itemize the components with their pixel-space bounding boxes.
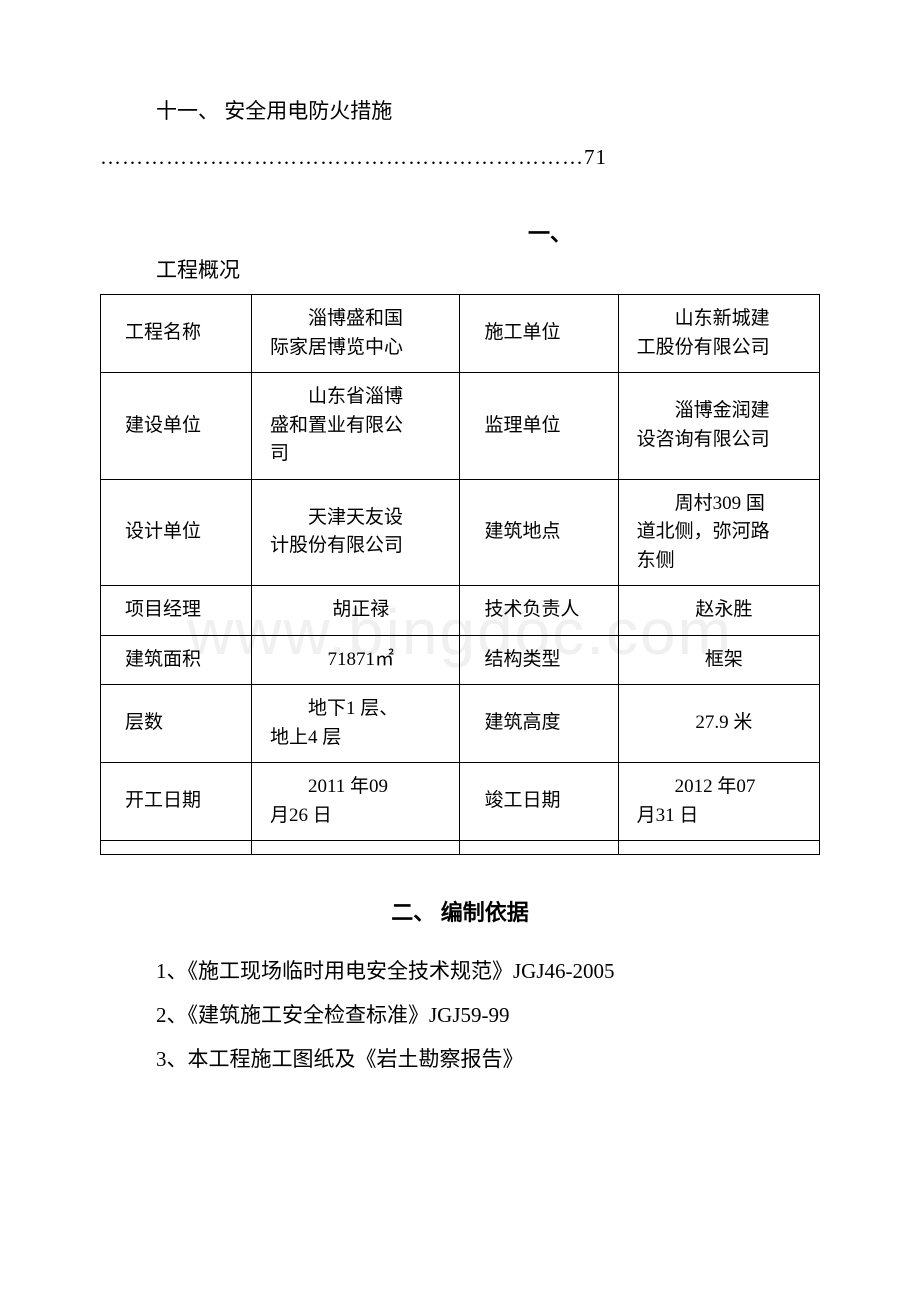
cell-value: 淄博金润建 设咨询有限公司 <box>618 373 819 480</box>
cell-label: 建设单位 <box>101 373 252 480</box>
cell-value: 框架 <box>618 635 819 685</box>
line: 淄博盛和国 <box>270 308 403 329</box>
cell-label: 监理单位 <box>460 373 618 480</box>
line: 际家居博览中心 <box>270 337 403 358</box>
cell-value: 胡正禄 <box>251 586 460 636</box>
cell-label: 设计单位 <box>101 479 252 586</box>
cell-label: 建筑地点 <box>460 479 618 586</box>
cell-value: 2012 年07 月31 日 <box>618 763 819 841</box>
line: 设咨询有限公司 <box>637 429 770 450</box>
line: 周村309 国 <box>637 493 765 514</box>
table-row: 建设单位 山东省淄博 盛和置业有限公 司 监理单位 淄博金润建 设咨询有限公司 <box>101 373 820 480</box>
table-row-empty <box>101 841 820 855</box>
empty-cell <box>251 841 460 855</box>
line: 月26 日 <box>270 805 332 826</box>
line: 山东新城建 <box>637 308 770 329</box>
section-1-marker: 一、 <box>100 216 820 248</box>
basis-item-2: 2、《建筑施工安全检查标准》JGJ59-99 <box>100 993 820 1037</box>
line: 淄博金润建 <box>637 400 770 421</box>
empty-cell <box>618 841 819 855</box>
cell-label: 建筑面积 <box>101 635 252 685</box>
line: 地下1 层、 <box>270 698 398 719</box>
cell-label: 施工单位 <box>460 295 618 373</box>
line: 盛和置业有限公 <box>270 415 403 436</box>
cell-value: 地下1 层、 地上4 层 <box>251 685 460 763</box>
toc-item-11-page: …………………………………………………………71 <box>100 136 820 178</box>
empty-cell <box>460 841 618 855</box>
basis-item-1: 1、《施工现场临时用电安全技术规范》JGJ46-2005 <box>100 949 820 993</box>
project-overview-table: 工程名称 淄博盛和国 际家居博览中心 施工单位 山东新城建 工股份有限公司 建设… <box>100 294 820 855</box>
section-1-label: 工程概况 <box>100 254 820 284</box>
line: 月31 日 <box>637 805 699 826</box>
line: 2012 年07 <box>637 776 756 797</box>
table-row: 项目经理 胡正禄 技术负责人 赵永胜 <box>101 586 820 636</box>
cell-label: 技术负责人 <box>460 586 618 636</box>
cell-label: 项目经理 <box>101 586 252 636</box>
table-row: 建筑面积 71871㎡ 结构类型 框架 <box>101 635 820 685</box>
cell-label: 工程名称 <box>101 295 252 373</box>
empty-cell <box>101 841 252 855</box>
cell-label: 层数 <box>101 685 252 763</box>
line: 东侧 <box>637 550 675 571</box>
cell-value: 山东新城建 工股份有限公司 <box>618 295 819 373</box>
cell-value: 山东省淄博 盛和置业有限公 司 <box>251 373 460 480</box>
line: 计股份有限公司 <box>270 535 403 556</box>
cell-value: 天津天友设 计股份有限公司 <box>251 479 460 586</box>
line: 地上4 层 <box>270 727 341 748</box>
line: 山东省淄博 <box>270 386 403 407</box>
table-row: 设计单位 天津天友设 计股份有限公司 建筑地点 周村309 国 道北侧，弥河路 … <box>101 479 820 586</box>
section-2-title: 二、 编制依据 <box>100 895 820 927</box>
cell-label: 建筑高度 <box>460 685 618 763</box>
cell-value: 71871㎡ <box>251 635 460 685</box>
line: 道北侧，弥河路 <box>637 521 770 542</box>
line: 2011 年09 <box>270 776 388 797</box>
table-row: 开工日期 2011 年09 月26 日 竣工日期 2012 年07 月31 日 <box>101 763 820 841</box>
table-row: 层数 地下1 层、 地上4 层 建筑高度 27.9 米 <box>101 685 820 763</box>
cell-value: 赵永胜 <box>618 586 819 636</box>
cell-value: 2011 年09 月26 日 <box>251 763 460 841</box>
cell-value: 27.9 米 <box>618 685 819 763</box>
cell-label: 竣工日期 <box>460 763 618 841</box>
line: 司 <box>270 443 289 464</box>
cell-label: 开工日期 <box>101 763 252 841</box>
line: 工股份有限公司 <box>637 337 770 358</box>
basis-item-3: 3、本工程施工图纸及《岩土勘察报告》 <box>100 1037 820 1081</box>
cell-value: 淄博盛和国 际家居博览中心 <box>251 295 460 373</box>
cell-label: 结构类型 <box>460 635 618 685</box>
page-content: 十一、 安全用电防火措施 …………………………………………………………71 一、… <box>0 0 920 1081</box>
toc-item-11: 十一、 安全用电防火措施 <box>100 90 820 132</box>
line: 天津天友设 <box>270 507 403 528</box>
table-row: 工程名称 淄博盛和国 际家居博览中心 施工单位 山东新城建 工股份有限公司 <box>101 295 820 373</box>
cell-value: 周村309 国 道北侧，弥河路 东侧 <box>618 479 819 586</box>
